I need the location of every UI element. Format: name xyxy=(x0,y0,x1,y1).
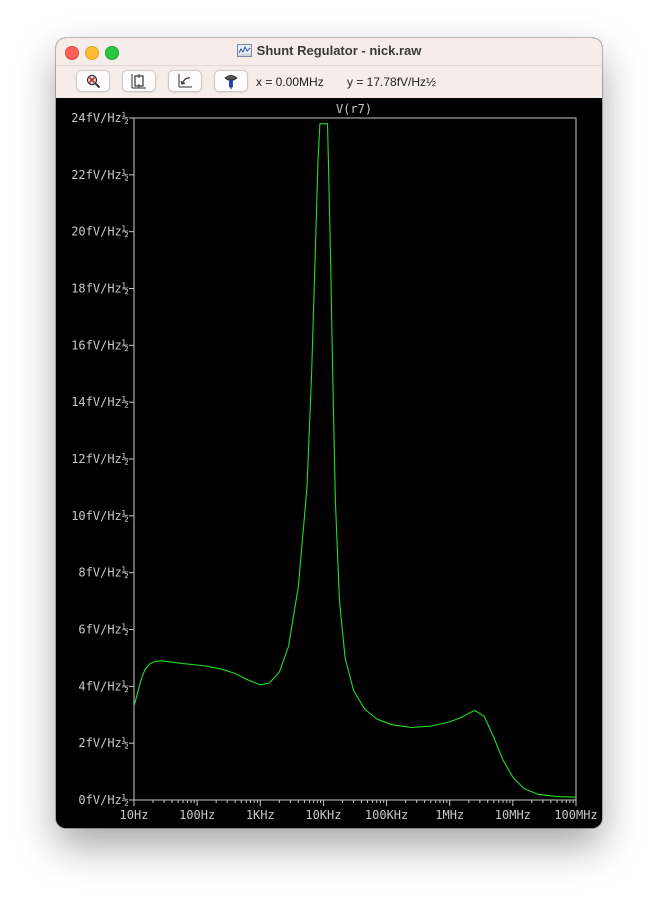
zoom-back-icon xyxy=(178,74,192,88)
x-tick-label: 1KHz xyxy=(246,808,275,822)
y-tick-label: 12fV/Hz½ xyxy=(71,452,129,466)
title-bar[interactable]: Shunt Regulator - nick.raw xyxy=(56,38,602,66)
y-tick-label: 22fV/Hz½ xyxy=(71,168,129,182)
waveform-document-icon xyxy=(236,44,252,57)
y-tick-label: 0fV/Hz½ xyxy=(78,793,129,807)
trace-title[interactable]: V(r7) xyxy=(336,102,372,116)
y-tick-label: 20fV/Hz½ xyxy=(71,225,129,239)
zoom-extents-icon xyxy=(131,74,146,89)
x-tick-label: 100KHz xyxy=(365,808,408,822)
toolbar: x = 0.00MHz y = 17.78fV/Hz½ xyxy=(56,66,602,98)
y-tick-label: 24fV/Hz½ xyxy=(71,111,129,125)
y-tick-label: 2fV/Hz½ xyxy=(78,736,129,750)
series-line-V(r7)[interactable] xyxy=(133,123,577,798)
y-tick-label: 10fV/Hz½ xyxy=(71,509,129,523)
probe-icon xyxy=(224,75,238,89)
waveform-plot[interactable]: 0fV/Hz½ 2fV/Hz½ 4fV/Hz½ 6fV/Hz½ 8fV/Hz½ 10fV/… xyxy=(56,98,602,828)
magnifier-cross-icon xyxy=(86,74,101,89)
y-tick-label: 16fV/Hz½ xyxy=(71,338,129,352)
y-tick-label: 4fV/Hz½ xyxy=(78,679,129,693)
y-tick-label: 6fV/Hz½ xyxy=(78,623,129,637)
x-tick-label: 100MHz xyxy=(554,808,597,822)
app-window: Shunt Regulator - nick.raw xyxy=(56,38,602,828)
zoom-back-button[interactable] xyxy=(168,70,202,92)
x-tick-label: 10KHz xyxy=(305,808,341,822)
window-title-group: Shunt Regulator - nick.raw xyxy=(56,43,602,58)
minimize-window-button[interactable] xyxy=(85,46,99,60)
probe-button[interactable] xyxy=(214,70,248,92)
x-tick-label: 10Hz xyxy=(120,808,149,822)
y-tick-label: 14fV/Hz½ xyxy=(71,395,129,409)
plot-area[interactable]: 0fV/Hz½ 2fV/Hz½ 4fV/Hz½ 6fV/Hz½ 8fV/Hz½ 10fV/… xyxy=(56,98,602,828)
y-coordinate-readout: y = 17.78fV/Hz½ xyxy=(347,75,437,89)
zoom-out-button[interactable] xyxy=(76,70,110,92)
zoom-window-button[interactable] xyxy=(105,46,119,60)
x-tick-label: 10MHz xyxy=(495,808,531,822)
x-tick-label: 1MHz xyxy=(435,808,464,822)
y-tick-label: 8fV/Hz½ xyxy=(78,566,129,580)
plot-frame xyxy=(133,117,577,801)
zoom-fit-button[interactable] xyxy=(122,70,156,92)
window-title: Shunt Regulator - nick.raw xyxy=(256,43,422,58)
x-tick-label: 100Hz xyxy=(179,808,215,822)
x-coordinate-readout: x = 0.00MHz xyxy=(256,75,324,89)
y-tick-label: 18fV/Hz½ xyxy=(71,282,129,296)
close-window-button[interactable] xyxy=(65,46,79,60)
